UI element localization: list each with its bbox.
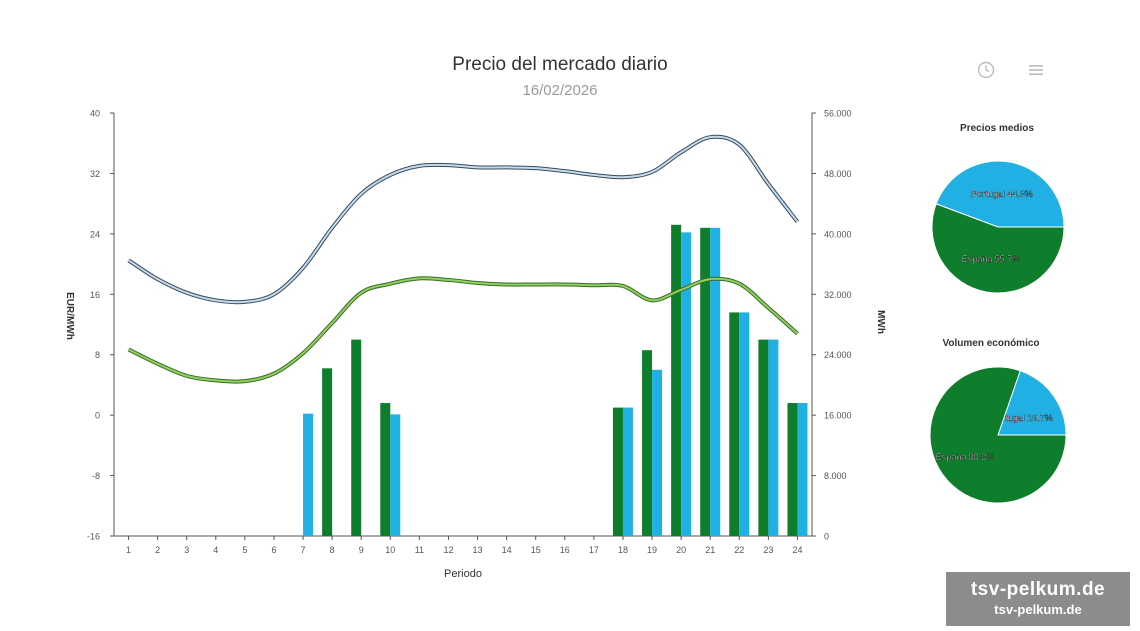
bar-portugal <box>797 403 808 536</box>
bar-espana <box>671 224 682 537</box>
bar-portugal <box>652 369 663 536</box>
x-tick-label: 1 <box>126 545 131 555</box>
y-tick-label-left: 32 <box>90 169 100 179</box>
x-tick-label: 21 <box>705 545 715 555</box>
pie-label: Portugal 44.3% <box>971 189 1033 199</box>
y-tick-label-right: 8.000 <box>824 471 847 481</box>
pie-slice-espana <box>931 203 1065 294</box>
x-tick-label: 14 <box>502 545 512 555</box>
y-tick-label-right: 24.000 <box>824 350 852 360</box>
line-espana-price <box>128 277 799 383</box>
x-tick-label: 13 <box>473 545 483 555</box>
x-tick-label: 15 <box>531 545 541 555</box>
y-axis-right-label: MWh <box>875 310 886 334</box>
pie-chart-volumen-economico: Portugal 19.7% España 80.3% <box>929 366 1067 504</box>
x-tick-label: 19 <box>647 545 657 555</box>
watermark-line-1: tsv-pelkum.de <box>970 579 1106 600</box>
clock-reset-icon[interactable] <box>976 60 996 80</box>
x-tick-label: 24 <box>792 545 802 555</box>
y-tick-label-right: 0 <box>824 532 829 542</box>
pie-chart-precios-medios: Portugal 44.3% España 55.7% <box>931 160 1065 294</box>
bar-espana <box>642 350 653 536</box>
x-tick-label: 6 <box>271 545 276 555</box>
watermark: tsv-pelkum.de tsv-pelkum.de <box>946 572 1130 626</box>
y-tick-label-right: 40.000 <box>824 229 852 239</box>
line-portugal-price-outline <box>127 134 800 305</box>
x-tick-label: 8 <box>330 545 335 555</box>
pie-slice-portugal <box>935 160 1065 228</box>
bar-espana <box>758 339 769 536</box>
x-tick-label: 12 <box>443 545 453 555</box>
pie-label: España 80.3% <box>936 452 995 462</box>
bar-espana <box>729 312 740 536</box>
bar-espana <box>351 339 362 536</box>
bar-espana <box>787 403 798 536</box>
bar-portugal <box>710 227 721 537</box>
hamburger-menu-icon[interactable] <box>1026 60 1046 80</box>
x-tick-label: 9 <box>359 545 364 555</box>
x-tick-label: 17 <box>589 545 599 555</box>
x-tick-label: 7 <box>301 545 306 555</box>
pie-title-precios-medios: Precios medios <box>960 123 1034 134</box>
pie-label: España 55.7% <box>962 254 1021 264</box>
bar-espana <box>612 407 623 536</box>
axes: 4032241680-8-1656.00048.00040.00032.0002… <box>87 109 852 556</box>
y-axis-left-label: EUR/MWh <box>64 292 75 340</box>
x-tick-label: 3 <box>184 545 189 555</box>
line-portugal-price <box>127 135 799 304</box>
x-tick-label: 18 <box>618 545 628 555</box>
bar-series <box>303 224 808 537</box>
pie-label: Portugal 19.7% <box>991 413 1053 423</box>
y-tick-label-left: 0 <box>95 411 100 421</box>
x-tick-label: 4 <box>213 545 218 555</box>
bar-portugal <box>739 312 750 536</box>
x-tick-label: 11 <box>415 545 424 555</box>
bar-portugal <box>622 407 633 536</box>
chart-title: Precio del mercado diario <box>452 54 668 75</box>
x-tick-label: 20 <box>676 545 686 555</box>
y-tick-label-right: 16.000 <box>824 411 852 421</box>
y-tick-label-left: 8 <box>95 350 100 360</box>
x-axis-label: Periodo <box>444 568 482 580</box>
x-tick-label: 16 <box>560 545 570 555</box>
x-tick-label: 5 <box>242 545 247 555</box>
bar-espana <box>700 227 711 537</box>
y-tick-label-left: -16 <box>87 532 100 542</box>
y-tick-label-left: -8 <box>92 471 100 481</box>
y-tick-label-right: 32.000 <box>824 290 852 300</box>
bar-portugal <box>681 232 692 536</box>
x-tick-label: 10 <box>385 545 395 555</box>
bar-portugal <box>303 413 314 536</box>
watermark-line-2: tsv-pelkum.de <box>994 602 1082 617</box>
x-tick-label: 22 <box>734 545 744 555</box>
y-tick-label-right: 56.000 <box>824 109 852 119</box>
line-espana-price-outline <box>127 276 799 384</box>
y-tick-label-left: 40 <box>90 109 100 119</box>
pie-title-volumen-economico: Volumen económico <box>942 338 1040 349</box>
pie-slice-espana <box>929 366 1067 504</box>
y-tick-label-left: 24 <box>90 229 100 239</box>
bar-espana <box>322 368 333 536</box>
y-tick-label-left: 16 <box>90 290 100 300</box>
line-series <box>127 134 800 384</box>
chart-subtitle: 16/02/2026 <box>522 82 598 99</box>
y-tick-label-right: 48.000 <box>824 169 852 179</box>
bar-espana <box>380 403 391 536</box>
bar-portugal <box>390 414 401 536</box>
x-tick-label: 2 <box>155 545 160 555</box>
bar-portugal <box>768 339 779 536</box>
x-tick-label: 23 <box>763 545 773 555</box>
